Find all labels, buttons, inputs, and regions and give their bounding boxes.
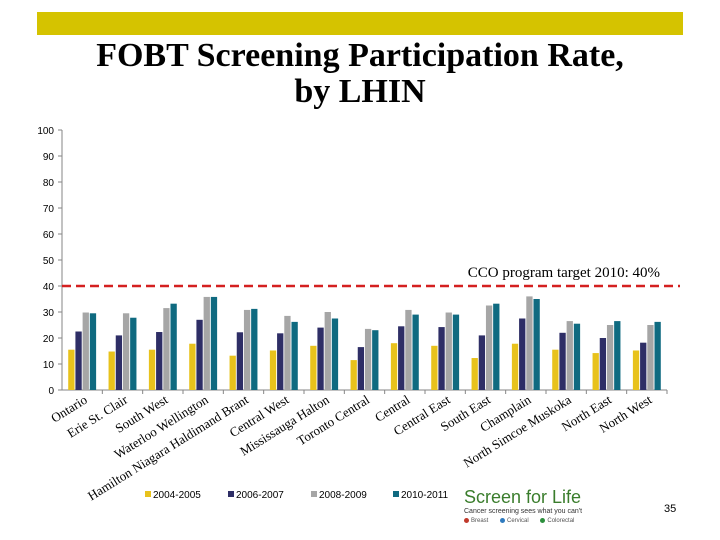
bar (291, 321, 298, 390)
bar (210, 296, 218, 390)
bar (526, 296, 533, 390)
y-tick-label: 50 (43, 256, 55, 267)
bar (310, 345, 317, 390)
bar (438, 327, 445, 390)
bar (170, 303, 177, 390)
bar (82, 312, 89, 390)
legend-swatch (145, 491, 151, 497)
logo-program-breast: Breast (464, 517, 488, 525)
bar (632, 350, 640, 390)
bar (364, 328, 372, 390)
y-tick-label: 70 (43, 204, 55, 215)
title-line-2: by LHIN (294, 73, 426, 110)
bar (196, 319, 203, 390)
bar (189, 343, 196, 390)
bar (269, 350, 277, 390)
legend-label: 2004-2005 (153, 490, 201, 501)
legend-swatch (311, 491, 317, 497)
bar (284, 315, 291, 390)
bar (75, 331, 82, 390)
y-tick-label: 30 (43, 308, 55, 319)
bar (236, 332, 244, 390)
bar (203, 296, 210, 390)
bar (511, 343, 519, 390)
title-accent-bar (37, 12, 683, 35)
bar (243, 309, 251, 390)
y-tick-label: 40 (43, 282, 55, 293)
bar (163, 308, 170, 390)
bar (372, 330, 379, 390)
y-tick-label: 100 (37, 126, 54, 137)
bar (390, 343, 398, 390)
bar (357, 347, 365, 390)
title-line-1: FOBT Screening Participation Rate, (96, 37, 624, 74)
bar (108, 351, 115, 390)
bar (324, 312, 331, 390)
bar (614, 321, 621, 390)
screen-for-life-logo: Screen for Life Cancer screening sees wh… (464, 487, 614, 532)
bar (445, 312, 452, 390)
bar (412, 314, 419, 390)
bar (485, 305, 493, 390)
bar (647, 325, 654, 390)
page-number: 35 (664, 503, 677, 515)
bar (350, 360, 357, 390)
bar (148, 349, 156, 390)
logo-programs: Breast Cervical Colorectal (464, 517, 614, 525)
logo-tagline: Cancer screening sees what you can't (464, 508, 583, 515)
target-label: CCO program target 2010: 40% (468, 265, 660, 281)
bar (122, 313, 130, 390)
y-tick-label: 20 (43, 334, 55, 345)
bar (156, 332, 163, 390)
bar (599, 338, 607, 390)
bar (115, 335, 123, 390)
legend-label: 2010-2011 (401, 490, 449, 501)
bar (519, 318, 526, 390)
bar (251, 308, 258, 390)
legend-swatch (393, 491, 399, 497)
legend-swatch (228, 491, 234, 497)
y-tick-label: 60 (43, 230, 55, 241)
y-tick-label: 90 (43, 152, 55, 163)
bar (452, 314, 460, 390)
legend-label: 2008-2009 (319, 490, 367, 501)
bar (229, 355, 236, 390)
legend-label: 2006-2007 (236, 490, 284, 501)
bar (640, 342, 647, 390)
bar (431, 345, 438, 390)
bar (573, 323, 581, 390)
bar (533, 299, 540, 390)
logo-program-cervical: Cervical (500, 517, 529, 525)
bar (68, 349, 75, 390)
bar (405, 309, 412, 390)
bar (478, 335, 486, 390)
bar (89, 313, 97, 390)
logo-program-colorectal: Colorectal (540, 517, 574, 525)
y-tick-label: 80 (43, 178, 55, 189)
slide-title: FOBT Screening Participation Rate, by LH… (0, 38, 720, 110)
bar (398, 326, 405, 390)
bar (317, 327, 324, 390)
bar (130, 317, 137, 390)
bar (471, 358, 478, 390)
y-tick-label: 0 (48, 386, 54, 397)
bar (566, 321, 573, 390)
bar (606, 325, 614, 390)
y-tick-label: 10 (43, 360, 55, 371)
bar (654, 321, 661, 390)
bar (331, 318, 339, 390)
bar (559, 332, 566, 390)
bar (277, 333, 284, 390)
bar (592, 353, 599, 390)
logo-wordmark: Screen for Life (464, 487, 582, 507)
bar (493, 303, 500, 390)
bar (552, 349, 559, 390)
